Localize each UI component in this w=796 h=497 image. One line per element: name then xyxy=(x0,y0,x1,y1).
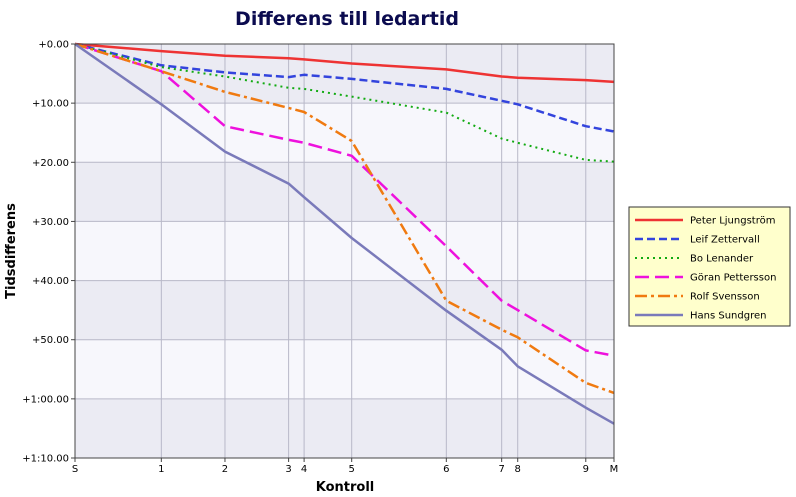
series-layer xyxy=(74,42,615,425)
legend-label: Göran Pettersson xyxy=(690,273,776,284)
x-tick-label: 5 xyxy=(349,464,355,475)
series-line-1 xyxy=(74,42,615,84)
y-tick-label: +10.00 xyxy=(32,99,69,110)
legend-label: Leif Zettervall xyxy=(690,235,760,246)
x-tick-label: 3 xyxy=(285,464,291,475)
y-axis-ticks: +0.00 +10.00 +20.00 +30.00 +40.00 +50.00 +1:00… xyxy=(22,40,75,465)
chart-title: Differens till ledartid xyxy=(235,8,459,30)
series-line-2 xyxy=(74,42,615,133)
plot-border xyxy=(74,43,615,459)
y-tick-label: +30.00 xyxy=(32,217,69,228)
y-tick-label: +50.00 xyxy=(32,335,69,346)
legend-label: Hans Sundgren xyxy=(690,311,766,322)
legend-label: Bo Lenander xyxy=(690,254,754,265)
x-tick-label: 7 xyxy=(498,464,504,475)
x-tick-label: 2 xyxy=(222,464,228,475)
y-tick-label: +1:00.00 xyxy=(22,394,69,405)
x-tick-label: 6 xyxy=(443,464,449,475)
plot-band xyxy=(75,44,614,104)
x-tick-label: 9 xyxy=(583,464,589,475)
plot-background xyxy=(75,44,614,458)
y-tick-label: +40.00 xyxy=(32,276,69,287)
x-axis-label: Kontroll xyxy=(316,480,375,495)
plot-band xyxy=(75,162,614,222)
plot-band xyxy=(75,280,614,340)
x-tick-label: 8 xyxy=(515,464,521,475)
series-line-5 xyxy=(74,42,615,395)
y-axis-label: Tidsdifferens xyxy=(4,203,19,299)
x-tick-label: 1 xyxy=(158,464,164,475)
legend: Peter Ljungström Leif Zettervall Bo Lenand… xyxy=(628,206,791,327)
y-tick-label: +1:10.00 xyxy=(22,454,69,465)
legend-label: Rolf Svensson xyxy=(690,292,760,303)
x-tick-label: 4 xyxy=(301,464,307,475)
series-line-3 xyxy=(74,43,615,163)
legend-label: Peter Ljungström xyxy=(690,216,775,227)
y-tick-label: +0.00 xyxy=(38,40,69,51)
plot-band xyxy=(75,398,614,458)
y-tick-label: +20.00 xyxy=(32,158,69,169)
x-tick-label: M xyxy=(610,464,619,475)
series-line-4 xyxy=(74,42,615,357)
x-tick-label: S xyxy=(72,464,78,475)
plot-band xyxy=(75,103,614,163)
series-line-6 xyxy=(74,42,615,425)
legend-box xyxy=(628,206,791,327)
